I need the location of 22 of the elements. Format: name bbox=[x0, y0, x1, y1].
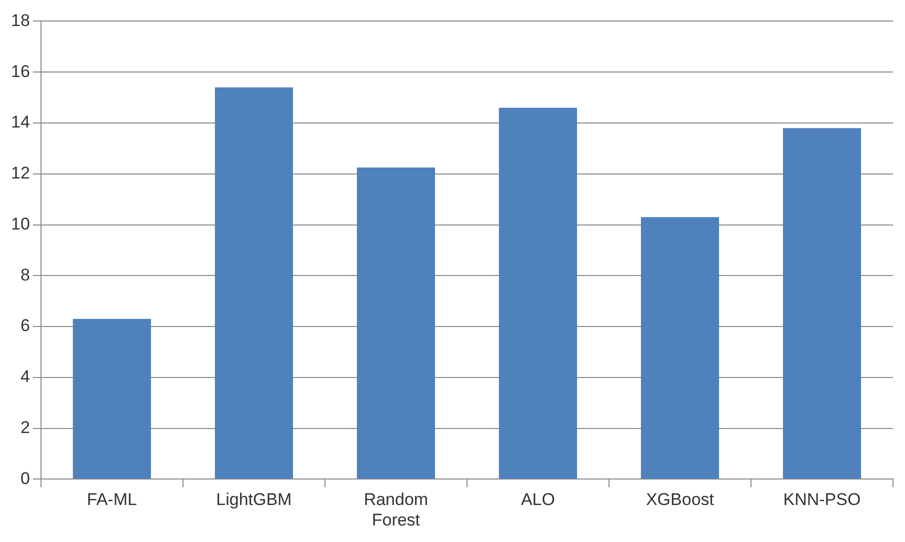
y-tick-label: 14 bbox=[10, 112, 30, 132]
x-tick-label: XGBoost bbox=[646, 490, 714, 510]
x-tick-label: KNN-PSO bbox=[783, 490, 861, 510]
y-tick-label: 12 bbox=[10, 164, 30, 183]
x-tick-label: ALO bbox=[520, 490, 555, 510]
y-tick-label: 0 bbox=[20, 468, 30, 488]
y-tick-label: 18 bbox=[10, 10, 30, 30]
x-tick-label: LightGBM bbox=[216, 490, 292, 510]
y-tick-label: 2 bbox=[20, 418, 30, 437]
y-tick-label: 4 bbox=[20, 367, 30, 386]
bar bbox=[72, 318, 151, 479]
y-tick-label: 6 bbox=[20, 316, 30, 336]
bar bbox=[782, 128, 862, 479]
y-tick-label: 16 bbox=[10, 62, 30, 81]
y-tick-label: 8 bbox=[20, 265, 30, 284]
bar bbox=[640, 217, 720, 479]
x-tick-label: Random Forest bbox=[364, 490, 428, 530]
y-tick-label: 10 bbox=[10, 214, 30, 234]
x-tick-label: FA-ML bbox=[86, 490, 137, 510]
bar bbox=[214, 87, 293, 479]
bar bbox=[356, 168, 435, 479]
bar bbox=[498, 108, 578, 479]
